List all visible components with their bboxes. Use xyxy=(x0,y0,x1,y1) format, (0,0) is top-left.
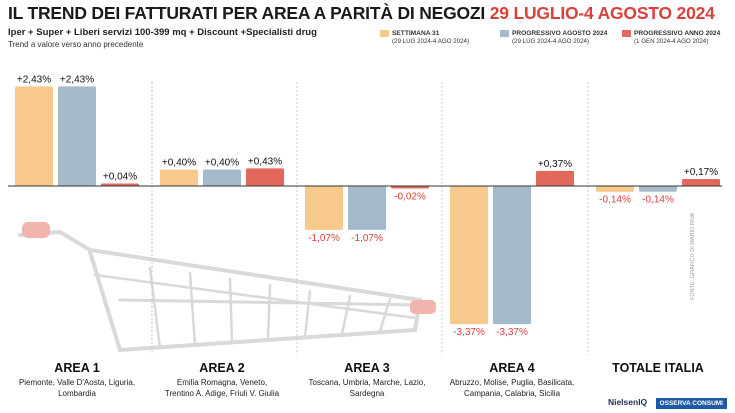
bar-2-1 xyxy=(58,86,96,186)
category-region-3-2: Sardegna xyxy=(350,389,385,398)
bar-1-4 xyxy=(450,186,488,325)
nielseniq-logo: NielsenIQ xyxy=(607,397,648,407)
data-label-3-5: +0,17% xyxy=(684,167,718,178)
bar-1-3 xyxy=(305,186,343,230)
data-label-2-2: +0,40% xyxy=(205,158,239,169)
data-label-1-3: -1,07% xyxy=(308,233,340,244)
legend-swatch xyxy=(500,30,509,37)
category-region-4-2: Campania, Calabria, Sicilia xyxy=(464,389,561,398)
legend-swatch xyxy=(622,30,631,37)
legend-label: PROGRESSIVO AGOSTO 2024 xyxy=(512,30,608,37)
category-region-1-2: Lombardia xyxy=(58,389,96,398)
category-region-4-1: Abruzzo, Molise, Puglia, Basilicata, xyxy=(450,378,575,387)
value-labels: +2,43% +0,40% -1,07% -3,37% -0,14% +2,43% +0,4… xyxy=(17,74,718,338)
data-label-2-5: -0,14% xyxy=(642,195,674,206)
bar-2-4 xyxy=(493,186,531,325)
data-label-1-2: +0,40% xyxy=(162,158,196,169)
chart-note: Trend a valore verso anno precedente xyxy=(8,40,144,49)
title-dates: 29 LUGLIO-4 AGOSTO 2024 xyxy=(489,3,715,23)
data-label-2-4: -3,37% xyxy=(496,327,528,338)
osserva-consumi-logo: OSSERVA CONSUMI xyxy=(655,398,727,409)
legend-label: SETTIMANA 31 xyxy=(392,30,440,37)
category-label-4: AREA 4 xyxy=(489,361,534,375)
category-label-3: AREA 3 xyxy=(344,361,389,375)
bar-2-3 xyxy=(348,186,386,230)
chart-credit: FONTE: GRAFICO DI MARIO RIVA xyxy=(690,212,696,300)
category-labels: AREA 1 Piemonte, Valle D'Aosta, Liguria, L… xyxy=(19,361,704,398)
data-label-2-1: +2,43% xyxy=(60,74,94,85)
data-label-1-4: -3,37% xyxy=(453,327,485,338)
legend-label: PROGRESSIVO ANNO 2024 xyxy=(634,30,721,37)
bar-3-4 xyxy=(536,170,574,186)
data-label-3-1: +0,04% xyxy=(103,172,137,183)
bar-2-5 xyxy=(639,186,677,192)
source-logos: NielsenIQ OSSERVA CONSUMI xyxy=(608,397,727,409)
bar-3-3 xyxy=(391,186,429,189)
legend-item-progressivo-anno: PROGRESSIVO ANNO 2024 (1 GEN 2024-4 AGO … xyxy=(622,30,720,45)
legend-swatch xyxy=(380,30,389,37)
legend-item-settimana: SETTIMANA 31 (29 LUG 2024-4 AGO 2024) xyxy=(380,30,469,45)
chart-title: IL TREND DEI FATTURATI PER AREA A PARITÀ… xyxy=(8,3,715,24)
bar-3-1 xyxy=(101,183,139,186)
bar-3-5 xyxy=(682,179,720,186)
shopping-cart-icon xyxy=(18,222,436,353)
title-main: IL TREND DEI FATTURATI PER AREA A PARITÀ… xyxy=(8,3,486,23)
bars xyxy=(15,86,720,325)
data-label-1-1: +2,43% xyxy=(17,74,51,85)
bar-1-5 xyxy=(596,186,634,192)
data-label-1-5: -0,14% xyxy=(599,195,631,206)
legend-range: (29 LUG 2024-4 AGO 2024) xyxy=(512,38,590,46)
data-label-3-2: +0,43% xyxy=(248,156,282,167)
category-label-1: AREA 1 xyxy=(54,361,99,375)
legend-range: (29 LUG 2024-4 AGO 2024) xyxy=(392,38,470,46)
category-label-5: TOTALE ITALIA xyxy=(612,361,704,375)
legend-range: (1 GEN 2024-4 AGO 2024) xyxy=(634,38,709,46)
bar-1-2 xyxy=(160,169,198,186)
category-region-2-2: Trentino A. Adige, Friuli V. Giulia xyxy=(165,389,280,398)
bar-3-2 xyxy=(246,168,284,186)
category-label-2: AREA 2 xyxy=(199,361,244,375)
data-label-3-4: +0,37% xyxy=(538,159,572,170)
category-region-1-1: Piemonte, Valle D'Aosta, Liguria, xyxy=(19,378,135,387)
data-label-2-3: -1,07% xyxy=(351,233,383,244)
legend-item-progressivo-agosto: PROGRESSIVO AGOSTO 2024 (29 LUG 2024-4 A… xyxy=(500,30,607,45)
data-label-3-3: -0,02% xyxy=(394,192,426,203)
bar-2-2 xyxy=(203,169,241,186)
chart-subtitle: Iper + Super + Liberi servizi 100-399 mq… xyxy=(8,27,317,38)
bar-1-1 xyxy=(15,86,53,186)
group-separators xyxy=(151,82,589,355)
category-region-2-1: Emilia Romagna, Veneto, xyxy=(177,378,267,387)
category-region-3-1: Toscana, Umbria, Marche, Lazio, xyxy=(309,378,426,387)
